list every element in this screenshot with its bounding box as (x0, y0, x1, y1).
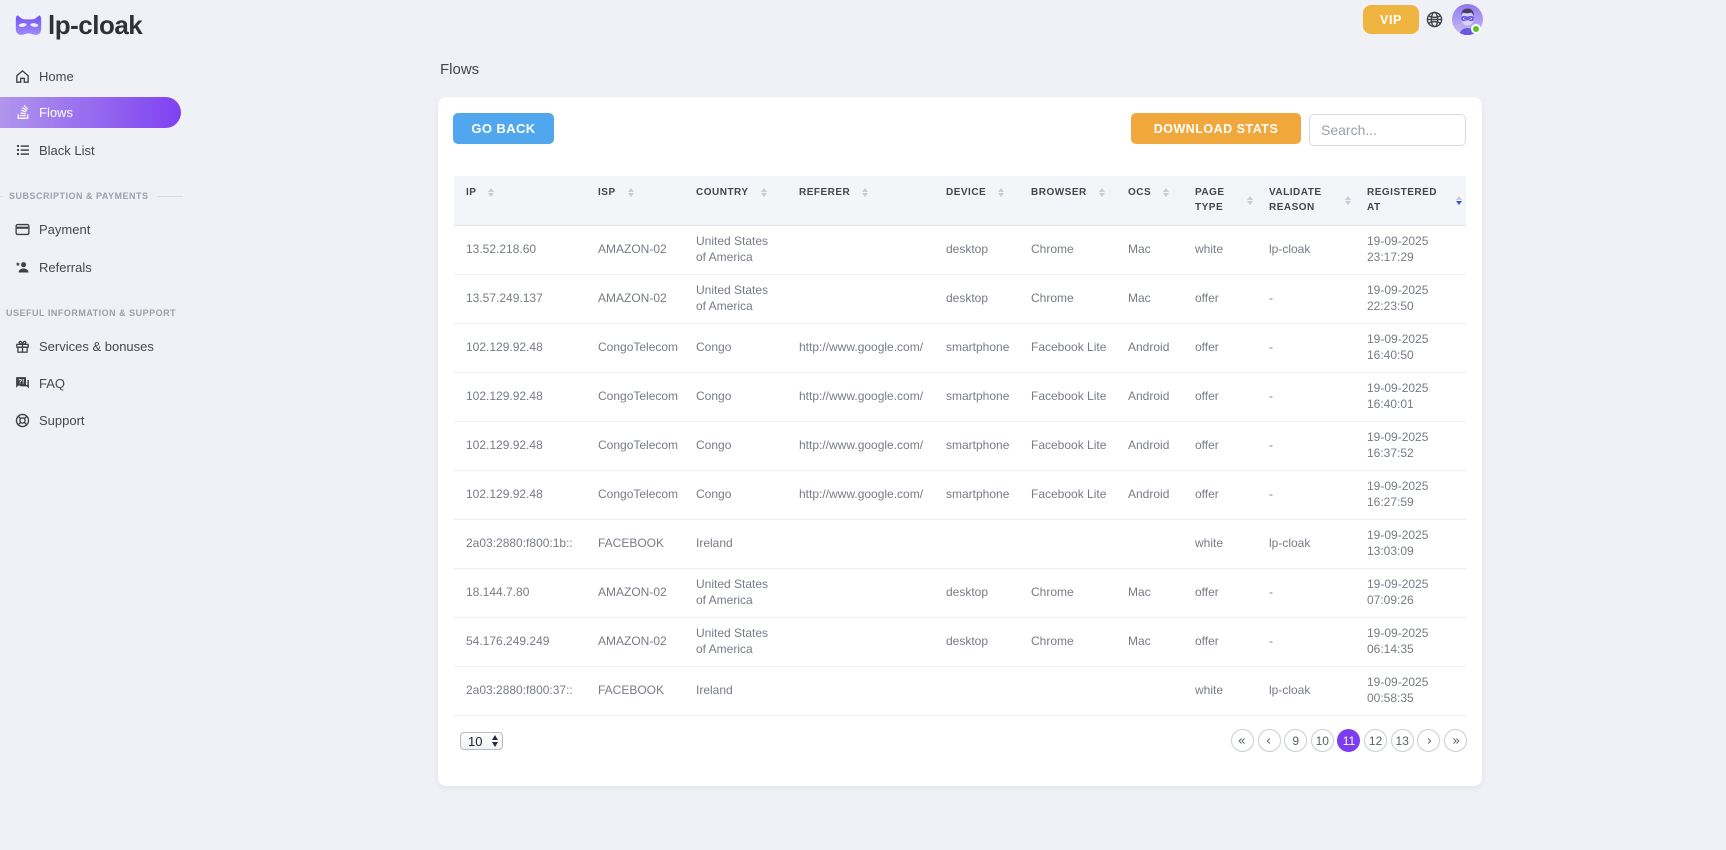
svg-text:?!: ?! (18, 378, 24, 385)
